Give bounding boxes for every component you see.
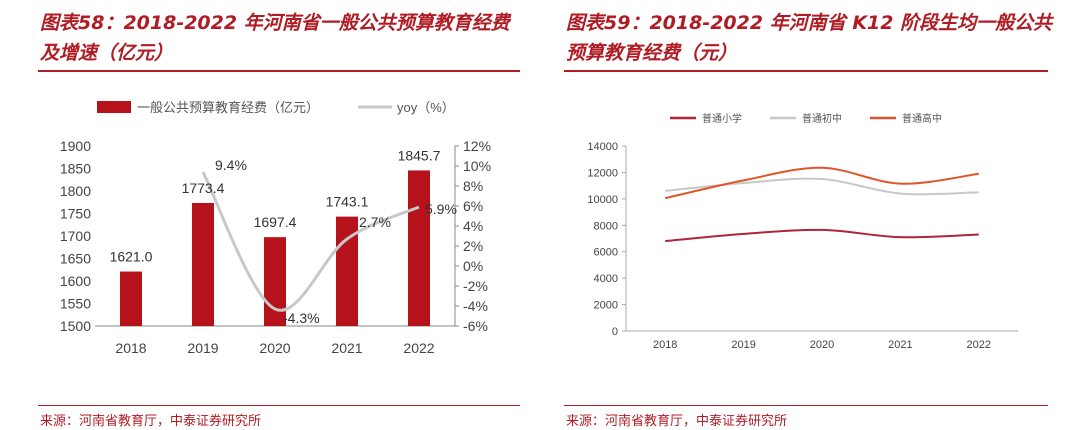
y2-tick-label: 8%: [463, 178, 483, 194]
y-tick-label: 0: [612, 326, 618, 338]
y2-tick-label: 2%: [463, 238, 483, 254]
x-tick-label: 2018: [115, 340, 146, 356]
x-tick-label: 2022: [403, 340, 434, 356]
y2-tick-label: 10%: [463, 158, 491, 174]
yoy-value-label: 9.4%: [215, 157, 247, 173]
bar-value-label: 1773.4: [182, 180, 225, 196]
y2-tick-label: -4%: [463, 298, 488, 314]
legend-label-1: 普通小学: [702, 112, 742, 125]
y-tick-label: 2000: [594, 300, 618, 312]
y2-tick-label: 6%: [463, 198, 483, 214]
right-title-rule: [564, 70, 1048, 72]
x-tick-label: 2019: [187, 340, 218, 356]
bar-value-label: 1743.1: [326, 194, 369, 210]
y-tick-label: 10000: [587, 194, 618, 206]
y-tick-label: 14000: [587, 141, 618, 153]
right-chart-axes: 0 2000 4000 6000 8000 10000 12000 14000 2018 2019…: [587, 141, 1018, 351]
legend-label-2: 普通初中: [802, 112, 842, 125]
bar-value-label: 1697.4: [254, 214, 297, 230]
y-tick-label: 1550: [60, 296, 91, 312]
y-tick-label: 4000: [594, 273, 618, 285]
y2-tick-label: 4%: [463, 218, 483, 234]
y2-tick-label: 0%: [463, 258, 483, 274]
series-line-1: [665, 228, 979, 243]
y-tick-label: 1500: [60, 318, 91, 334]
y2-tick-label: -6%: [463, 318, 488, 334]
bar-2019: [192, 202, 214, 326]
x-tick-label: 2019: [731, 339, 755, 351]
y-tick-label: 12000: [587, 167, 618, 179]
legend-swatch-bar: [97, 101, 131, 113]
bar-series: [120, 170, 430, 326]
y-tick-label: 1750: [60, 206, 91, 222]
right-source-rule: [564, 405, 1048, 406]
right-figure-panel: 图表59：2018-2022 年河南省 K12 阶段生均一般公共预算教育经费（元…: [560, 0, 1080, 430]
y-tick-label: 6000: [594, 247, 618, 259]
x-tick-label: 2021: [331, 340, 362, 356]
y-tick-label: 1700: [60, 228, 91, 244]
yoy-value-label: 5.9%: [425, 201, 457, 217]
series-line-3: [664, 166, 979, 200]
legend-label-yoy: yoy（%）: [397, 100, 455, 115]
yoy-value-label: 2.7%: [359, 214, 391, 230]
y-tick-label: 1900: [60, 138, 91, 154]
y-tick-label: 8000: [594, 220, 618, 232]
legend-label-bar: 一般公共预算教育经费（亿元）: [137, 100, 319, 115]
y-tick-label: 1850: [60, 161, 91, 177]
data-labels: 1621.0 1773.4 1697.4 1743.1 1845.7 9.4% -4.3% 2…: [110, 147, 457, 326]
bar-value-label: 1845.7: [398, 147, 441, 163]
left-title-rule: [38, 70, 520, 72]
right-source-note: 来源：河南省教育厅，中泰证券研究所: [566, 414, 788, 429]
yoy-value-label: -4.3%: [283, 310, 320, 326]
left-chart-axes: 1500 1550 1600 1650 1700 1750 1800 1850 1900 -6% -…: [60, 138, 491, 356]
left-source-rule: [38, 405, 520, 406]
y2-tick-label: 12%: [463, 138, 491, 154]
yoy-series: [201, 171, 420, 312]
x-tick-label: 2021: [888, 339, 912, 351]
bar-value-label: 1621.0: [110, 249, 153, 265]
right-chart-legend: 普通小学 普通初中 普通高中: [670, 112, 942, 125]
yoy-line: [201, 171, 420, 312]
x-tick-label: 2020: [810, 339, 834, 351]
y2-tick-label: -2%: [463, 278, 488, 294]
line-series: [664, 166, 979, 243]
left-source-note: 来源：河南省教育厅，中泰证券研究所: [40, 414, 262, 429]
y-tick-label: 1650: [60, 251, 91, 267]
y-tick-label: 1600: [60, 273, 91, 289]
x-tick-label: 2020: [259, 340, 290, 356]
left-figure-panel: 图表58：2018-2022 年河南省一般公共预算教育经费及增速（亿元） 一般公…: [38, 12, 520, 429]
bar-2018: [120, 271, 142, 326]
right-chart: 普通小学 普通初中 普通高中 0 2000 4000 6000 8000 10000 12000…: [587, 112, 1018, 351]
left-chart: 一般公共预算教育经费（亿元） yoy（%） 1500 1550 1600 1650 17…: [60, 100, 491, 356]
x-tick-label: 2018: [653, 339, 677, 351]
right-chart-title: 图表59：2018-2022 年河南省 K12 阶段生均一般公共预算教育经费（元…: [566, 12, 1053, 64]
legend-label-3: 普通高中: [902, 112, 942, 125]
bar-2022: [408, 170, 430, 326]
y-tick-label: 1800: [60, 183, 91, 199]
x-tick-label: 2022: [967, 339, 991, 351]
left-chart-title: 图表58：2018-2022 年河南省一般公共预算教育经费及增速（亿元）: [40, 12, 510, 64]
